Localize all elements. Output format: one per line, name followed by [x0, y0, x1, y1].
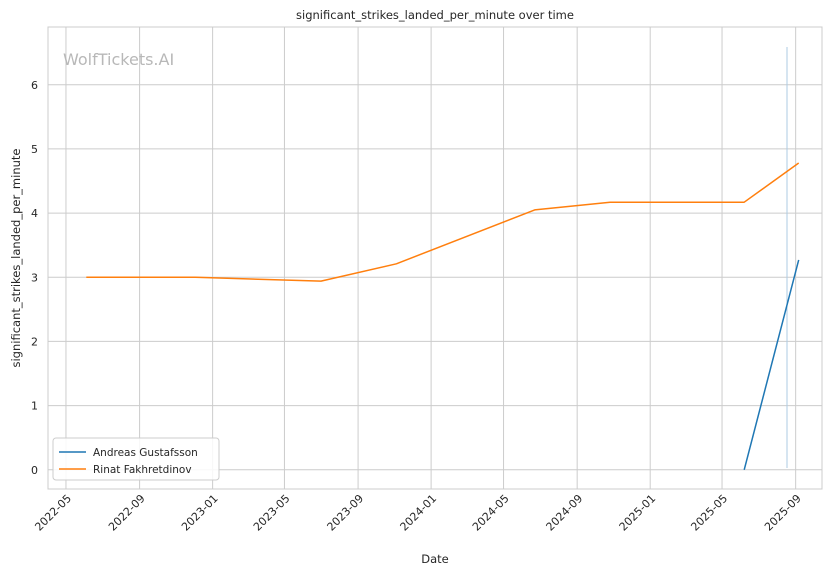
legend-box: [52, 437, 220, 481]
chart-title: significant_strikes_landed_per_minute ov…: [296, 8, 574, 22]
plot-frame: [47, 26, 823, 490]
x-tick-label: 2024-05: [470, 492, 512, 534]
series-line-rinat-fakhretdinov: [86, 162, 800, 282]
y-tick-label: 1: [31, 400, 38, 413]
y-axis-label: significant_strikes_landed_per_minute: [9, 149, 23, 368]
y-tick-label: 5: [31, 143, 38, 156]
x-tick-label: 2023-05: [251, 492, 293, 534]
plot-background: [48, 27, 822, 489]
y-tick-labels: 0 1 2 3 4 5 6: [31, 79, 38, 477]
x-tick-label: 2025-05: [688, 492, 730, 534]
x-tick-label: 2023-01: [179, 492, 221, 534]
y-tick-label: 2: [31, 335, 38, 348]
x-axis-label: Date: [421, 552, 449, 566]
grid-lines: [48, 27, 822, 489]
legend-label-rinat-fakhretdinov: Rinat Fakhretdinov: [93, 464, 192, 476]
x-tick-label: 2022-09: [106, 492, 148, 534]
x-tick-label: 2023-09: [325, 492, 367, 534]
x-tick-label: 2025-01: [617, 492, 659, 534]
x-tick-labels: 2022-05 2022-09 2023-01 2023-05 2023-09 2024-…: [32, 492, 803, 534]
y-tick-label: 3: [31, 271, 38, 284]
legend: Andreas Gustafsson Rinat Fakhretdinov: [52, 437, 220, 481]
x-tick-label: 2024-09: [544, 492, 586, 534]
x-tick-label: 2022-05: [32, 492, 74, 534]
y-tick-label: 4: [31, 207, 38, 220]
legend-label-andreas-gustafsson: Andreas Gustafsson: [93, 447, 198, 459]
y-tick-label: 0: [31, 464, 38, 477]
x-tick-label: 2024-01: [398, 492, 440, 534]
y-tick-label: 6: [31, 79, 38, 92]
series-line-andreas-gustafsson: [743, 259, 800, 470]
x-tick-label: 2025-09: [762, 492, 804, 534]
watermark-text: WolfTickets.AI: [63, 50, 174, 69]
series-lines: [86, 162, 800, 470]
